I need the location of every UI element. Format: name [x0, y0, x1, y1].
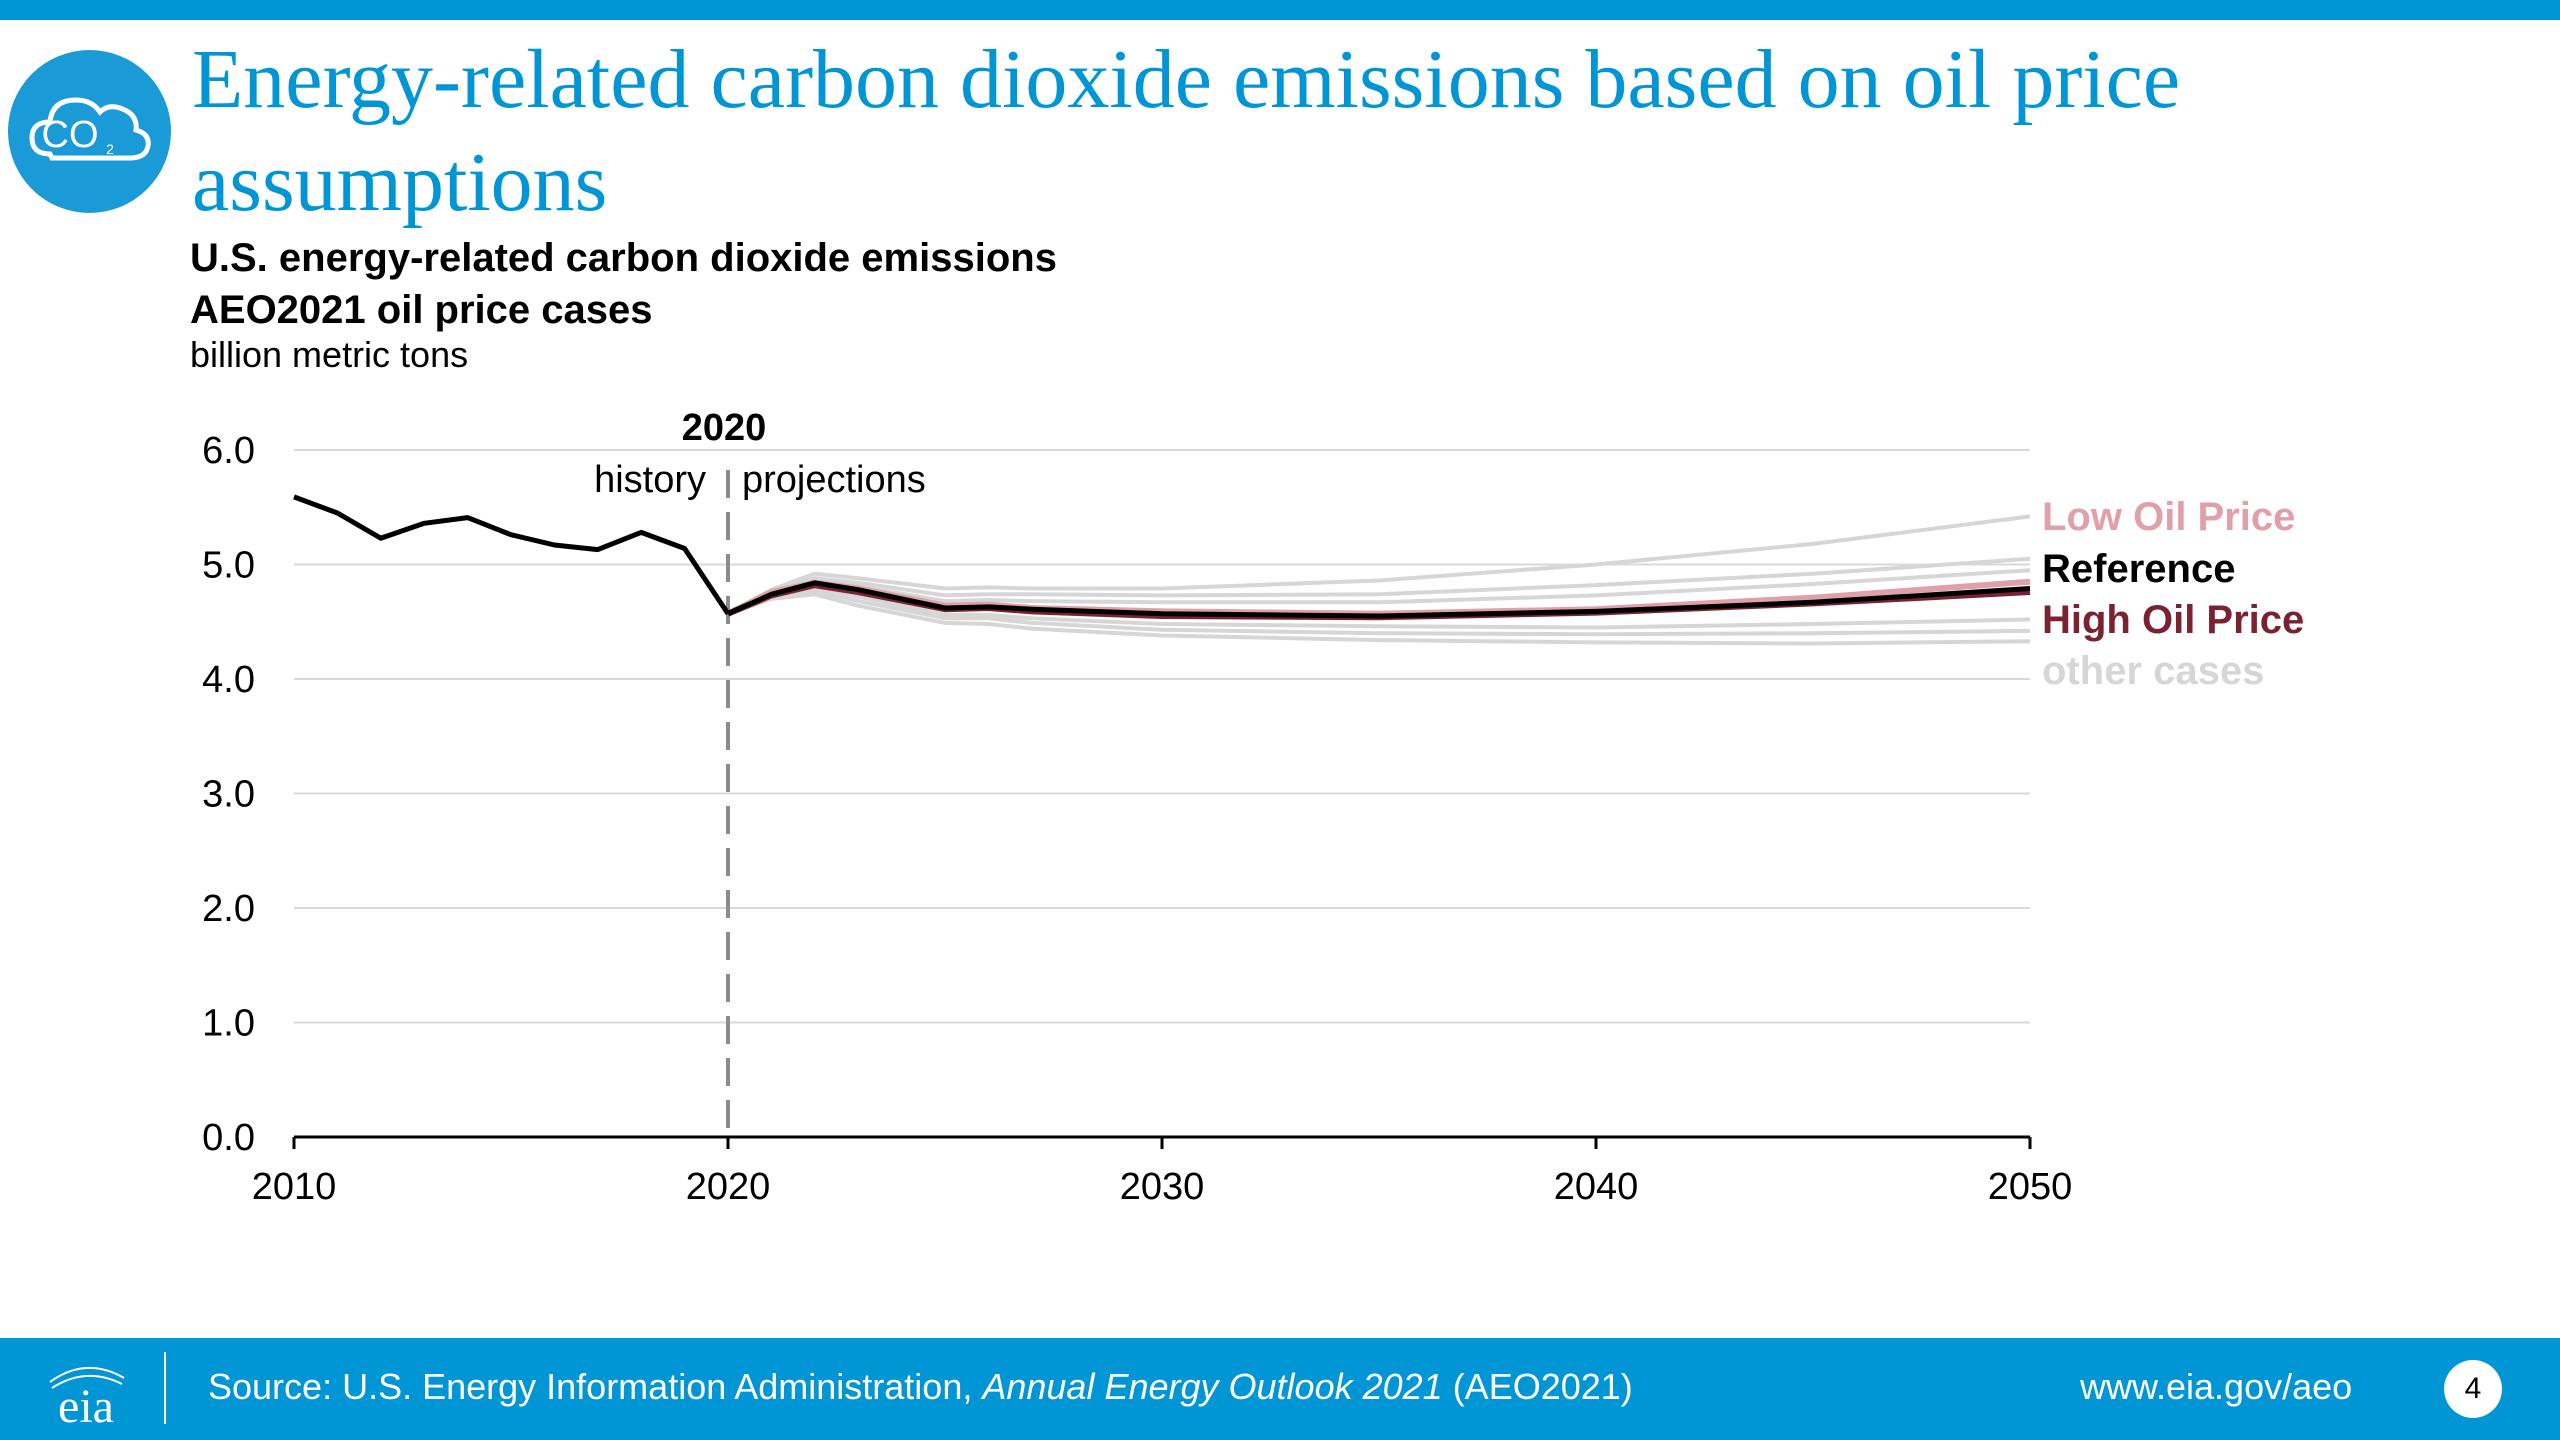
history-line	[293, 494, 731, 616]
projections-label: projections	[742, 459, 926, 501]
chart-title-line-2: AEO2021 oil price cases	[190, 288, 653, 332]
co2-badge-text: CO	[41, 114, 98, 156]
legend-label: Low Oil Price	[2042, 495, 2295, 539]
source-note: Source: U.S. Energy Information Administ…	[208, 1366, 1633, 1408]
y-tick-label: 3.0	[202, 774, 255, 816]
source-prefix: Source: U.S. Energy Information Administ…	[208, 1366, 983, 1407]
x-tick-label: 2010	[252, 1166, 337, 1208]
other-case-line	[727, 514, 2031, 616]
footer-divider	[164, 1352, 166, 1424]
emissions-line-chart: 0.0 1.0 2.0 3.0 4.0 5.0 6.0 2010 2020 2030 2040 205…	[202, 407, 2304, 1208]
legend-label: High Oil Price	[2042, 598, 2304, 642]
co2-badge: CO 2	[8, 50, 171, 213]
chart-title-line-1: U.S. energy-related carbon dioxide emiss…	[190, 236, 1057, 280]
source-publication: Annual Energy Outlook 2021	[982, 1366, 1443, 1407]
footer-bar: eia Source: U.S. Energy Information Admi…	[0, 1338, 2560, 1440]
history-label: history	[594, 459, 706, 501]
legend-label: other cases	[2042, 649, 2264, 693]
y-tick-label: 4.0	[202, 659, 255, 701]
co2-cloud-icon: CO 2	[28, 96, 151, 160]
x-tick-label: 2020	[686, 1166, 771, 1208]
y-tick-label: 2.0	[202, 888, 255, 930]
other-case-line	[727, 556, 2031, 616]
co2-badge-subscript: 2	[106, 141, 114, 157]
divider-year-label: 2020	[682, 407, 767, 449]
slide-title: Energy-related carbon dioxide emissions …	[192, 33, 2181, 229]
x-tick-label: 2030	[1120, 1166, 1205, 1208]
y-tick-label: 1.0	[202, 1003, 255, 1045]
y-tick-label: 6.0	[202, 430, 255, 472]
y-tick-label: 5.0	[202, 545, 255, 587]
y-tick-label: 0.0	[202, 1117, 255, 1159]
website-link[interactable]: www.eia.gov/aeo	[2080, 1366, 2353, 1407]
y-axis-unit-label: billion metric tons	[190, 334, 469, 375]
chart-title: U.S. energy-related carbon dioxide emiss…	[190, 232, 1057, 336]
x-tick-label: 2040	[1554, 1166, 1639, 1208]
other-case-line	[727, 592, 2031, 646]
top-accent-bar	[0, 0, 2560, 20]
eia-logo: eia	[49, 1367, 125, 1432]
page-number: 4	[2444, 1360, 2502, 1418]
x-tick-label: 2050	[1988, 1166, 2073, 1208]
series-line-reference	[726, 580, 2031, 619]
other-case-line	[727, 588, 2031, 637]
legend-label: Reference	[2042, 547, 2235, 591]
eia-logo-text: eia	[58, 1380, 114, 1432]
source-suffix: (AEO2021)	[1442, 1366, 1633, 1407]
